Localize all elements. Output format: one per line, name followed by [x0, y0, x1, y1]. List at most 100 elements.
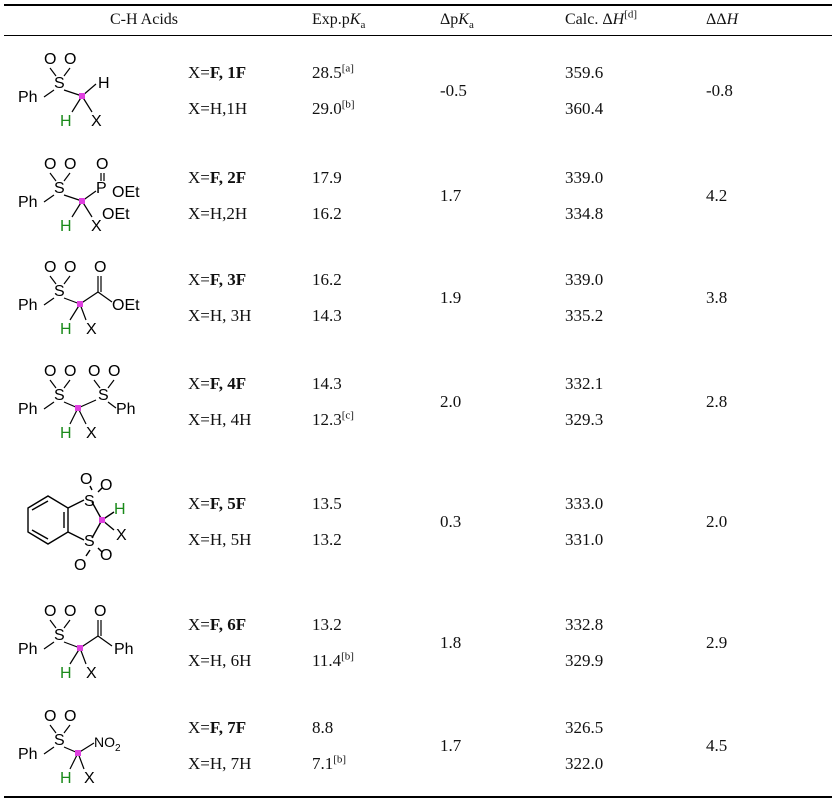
- atom-o: O: [100, 547, 112, 564]
- exp-pka-h: 12.3[c]: [312, 409, 354, 429]
- atom-x: X: [91, 218, 102, 235]
- atom-o: O: [108, 363, 120, 380]
- atom-h: H: [60, 665, 72, 682]
- atom-p: P: [96, 180, 107, 197]
- atom-ph: Ph: [18, 194, 38, 211]
- carbon-marker: [99, 517, 105, 523]
- calc-dh-h: 329.9: [565, 651, 604, 670]
- atom-h: H: [60, 321, 72, 338]
- atom-o: O: [44, 51, 56, 68]
- delta-delta-h: -0.8: [706, 81, 733, 100]
- delta-delta-h: 2.8: [706, 392, 728, 411]
- header-calc-dh: Calc. ΔH[d]: [565, 8, 637, 28]
- atom-o: O: [64, 156, 76, 173]
- calc-dh-f: 339.0: [565, 168, 604, 187]
- bottom-rule: [4, 796, 832, 798]
- atom-h: H: [60, 218, 72, 235]
- atom-s: S: [54, 75, 65, 92]
- atom-s: S: [54, 283, 65, 300]
- calc-dh-h: 335.2: [565, 306, 604, 325]
- structure-7: O O S Ph NO2 H X: [18, 708, 121, 787]
- exp-pka-f: 16.2: [312, 270, 342, 289]
- atom-o: O: [64, 51, 76, 68]
- atom-ph: Ph: [18, 641, 38, 658]
- delta-pka: 1.8: [440, 633, 462, 652]
- atom-o: O: [80, 471, 92, 488]
- exp-pka-f: 14.3: [312, 374, 342, 393]
- atom-oet: OEt: [112, 297, 140, 314]
- structure-5: O O S H X S O O: [27, 471, 127, 574]
- atom-h: H: [60, 770, 72, 787]
- atom-o: O: [44, 363, 56, 380]
- atom-no2: NO2: [94, 734, 121, 754]
- label-x-h: X=H,2H: [188, 204, 248, 223]
- atom-h: H: [114, 501, 126, 518]
- calc-dh-h: 331.0: [565, 530, 604, 549]
- delta-pka: 2.0: [440, 392, 462, 411]
- delta-delta-h: 4.2: [706, 186, 728, 205]
- exp-pka-f: 17.9: [312, 168, 342, 187]
- carbon-marker: [77, 301, 83, 307]
- atom-o: O: [64, 603, 76, 620]
- atom-o: O: [44, 603, 56, 620]
- calc-dh-f: 326.5: [565, 718, 604, 737]
- structure-1: O O S Ph H H X: [18, 51, 110, 130]
- carbon-marker: [75, 405, 81, 411]
- atom-ph: Ph: [18, 401, 38, 418]
- calc-dh-h: 360.4: [565, 99, 604, 118]
- calc-dh-f: 332.1: [565, 374, 604, 393]
- exp-pka-f: 13.5: [312, 494, 342, 513]
- atom-oet: OEt: [102, 206, 130, 223]
- top-rule: [4, 4, 832, 6]
- header-exp-pka: Exp.pKa: [312, 11, 366, 32]
- header-dpka: ΔpKa: [440, 11, 474, 32]
- label-x-h: X=H, 4H: [188, 410, 252, 429]
- label-x-f: X=F, 5F: [188, 494, 247, 513]
- header-acids: C-H Acids: [110, 11, 178, 28]
- atom-s: S: [54, 180, 65, 197]
- atom-o: O: [88, 363, 100, 380]
- calc-dh-f: 333.0: [565, 494, 604, 513]
- atom-s: S: [84, 493, 95, 510]
- delta-delta-h: 2.0: [706, 512, 728, 531]
- delta-delta-h: 2.9: [706, 633, 728, 652]
- atom-s: S: [54, 732, 65, 749]
- calc-dh-h: 334.8: [565, 204, 604, 223]
- atom-o: O: [64, 259, 76, 276]
- atom-o: O: [96, 156, 108, 173]
- atom-h: H: [60, 425, 72, 442]
- exp-pka-f: 13.2: [312, 615, 342, 634]
- carbon-marker: [79, 93, 85, 99]
- label-x-f: X=F, 7F: [188, 718, 247, 737]
- carbon-marker: [79, 198, 85, 204]
- label-x-f: X=F, 2F: [188, 168, 247, 187]
- atom-o: O: [64, 363, 76, 380]
- atom-s: S: [98, 387, 109, 404]
- label-x-h: X=H, 6H: [188, 651, 252, 670]
- atom-o: O: [44, 156, 56, 173]
- atom-s: S: [54, 627, 65, 644]
- exp-pka-h: 16.2: [312, 204, 342, 223]
- delta-pka: 1.7: [440, 186, 462, 205]
- atom-x: X: [116, 527, 127, 544]
- label-x-h: X=H, 3H: [188, 306, 252, 325]
- exp-pka-h: 13.2: [312, 530, 342, 549]
- atom-oet: OEt: [112, 184, 140, 201]
- carbon-marker: [75, 750, 81, 756]
- label-x-h: X=H, 5H: [188, 530, 252, 549]
- atom-ph: Ph: [18, 297, 38, 314]
- delta-delta-h: 3.8: [706, 288, 728, 307]
- atom-x: X: [86, 425, 97, 442]
- delta-pka: -0.5: [440, 81, 467, 100]
- label-x-h: X=H,1H: [188, 99, 248, 118]
- atom-ph: Ph: [18, 746, 38, 763]
- atom-o: O: [44, 708, 56, 725]
- header-ddh: ΔΔH: [706, 11, 739, 28]
- atom-ph: Ph: [116, 401, 136, 418]
- delta-delta-h: 4.5: [706, 736, 728, 755]
- carbon-marker: [77, 645, 83, 651]
- calc-dh-f: 359.6: [565, 63, 604, 82]
- label-x-h: X=H, 7H: [188, 754, 252, 773]
- atom-o: O: [94, 603, 106, 620]
- atom-o: O: [64, 708, 76, 725]
